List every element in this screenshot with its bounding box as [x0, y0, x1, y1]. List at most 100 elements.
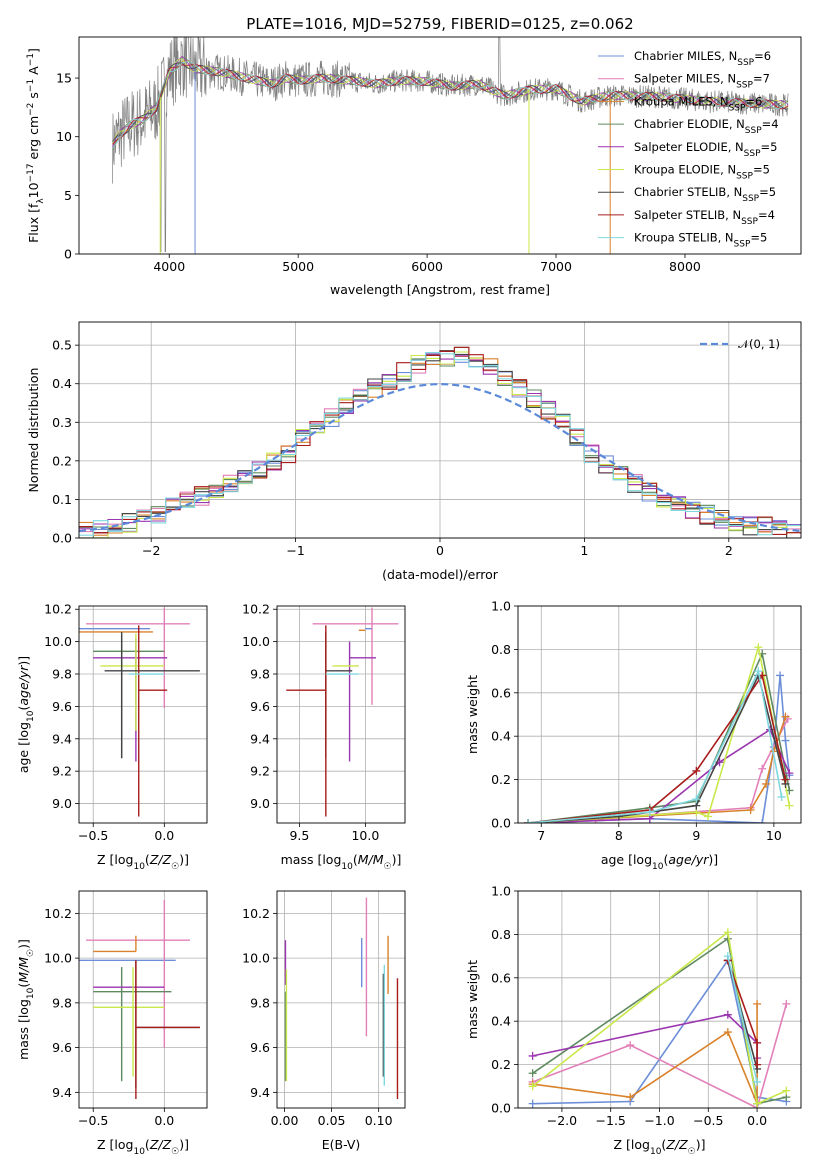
line-kroupa-stelib — [727, 955, 758, 1083]
line-chabrier-miles — [528, 675, 791, 823]
x-tick-label: −0.5 — [78, 828, 108, 843]
axes-mass_weight_vs_age: 7 8 9 10 0.0 0.2 0.4 0.6 0.8 1.0 age [log10(age/yr… — [465, 599, 802, 872]
histogram-kroupa-stelib — [79, 352, 801, 536]
y-tick-label: 1.0 — [491, 884, 511, 899]
y-tick-label: 9.0 — [52, 796, 72, 811]
marker-salpeter-elodie — [723, 1010, 732, 1019]
y-tick-label: 0.2 — [491, 1057, 511, 1072]
axes-age_vs_Z: −0.5 0.0 9.0 9.2 9.4 9.6 9.8 10.0 10.2 Z [log10(Z… — [16, 602, 208, 872]
x-tick-label: −2 — [142, 543, 160, 558]
y-tick-label: 0.5 — [52, 338, 72, 353]
y-tick-label: 0.8 — [491, 642, 511, 657]
axes-frame — [78, 605, 208, 824]
legend-entry-salpeter-stelib: Salpeter STELIB, NSSP=4 — [634, 208, 775, 227]
line-salpeter-stelib — [528, 673, 787, 823]
y-tick-label: 9.6 — [52, 1040, 72, 1055]
marker-kroupa-elodie — [754, 643, 763, 652]
y-tick-label: 10 — [56, 129, 72, 144]
marker-salpeter-miles — [758, 764, 767, 773]
axes-mass_vs_Z: −0.5 0.0 9.4 9.6 9.8 10.0 10.2 Z [log10(Z/Z☉)] m… — [16, 890, 208, 1157]
y-tick-label: 1.0 — [491, 599, 511, 614]
marker-kroupa-elodie — [703, 812, 712, 821]
model-spectrum-chabrier-stelib — [112, 62, 789, 143]
marker-salpeter-elodie — [785, 769, 794, 778]
x-tick-label: −1 — [286, 543, 304, 558]
legend: Chabrier MILES, NSSP=6 Salpeter MILES, NS… — [598, 49, 779, 250]
y-tick-label: 0.2 — [491, 772, 511, 787]
y-tick-label: 9.6 — [250, 1040, 270, 1055]
marker-kroupa-stelib — [723, 952, 732, 961]
x-tick-label: 0.00 — [271, 1113, 299, 1128]
x-tick-label: 10 — [766, 828, 782, 843]
marker-kroupa-miles — [753, 999, 762, 1008]
marker-chabrier-miles — [776, 671, 785, 680]
marker-chabrier-miles — [758, 819, 767, 823]
plot-area — [79, 899, 200, 1100]
marker-salpeter-miles — [626, 1041, 635, 1050]
x-tick-label: −1.0 — [644, 1113, 674, 1128]
plot-area — [528, 928, 791, 1108]
line-kroupa-miles — [532, 1003, 758, 1105]
marker-kroupa-miles — [781, 712, 790, 721]
plot-area — [112, 37, 789, 254]
legend-entry-salpeter-elodie: Salpeter ELODIE, NSSP=5 — [634, 140, 777, 159]
legend-entry-salpeter-miles: Salpeter MILES, NSSP=7 — [634, 72, 770, 91]
y-tick-label: 0.8 — [491, 927, 511, 942]
x-tick-label: 7 — [537, 828, 545, 843]
marker-kroupa-elodie — [528, 1082, 537, 1091]
y-axis-label: Normed distribution — [26, 368, 41, 493]
legend-entry-normal: 𝒩(0, 1) — [738, 337, 780, 351]
x-tick-label: 9 — [692, 828, 700, 843]
y-tick-label: 9.0 — [250, 796, 270, 811]
chart-title: PLATE=1016, MJD=52759, FIBERID=0125, z=0… — [246, 15, 633, 33]
marker-salpeter-miles — [782, 999, 791, 1008]
line-chabrier-elodie — [528, 651, 791, 823]
plot-area — [524, 643, 794, 823]
marker-salpeter-elodie — [528, 1051, 537, 1060]
x-tick-label: −1.5 — [596, 1113, 626, 1128]
x-axis-label: Z [log10(Z/Z☉)] — [97, 852, 189, 872]
marker-kroupa-elodie — [785, 801, 794, 810]
y-tick-label: 9.2 — [250, 764, 270, 779]
x-axis-label: wavelength [Angstrom, rest frame] — [330, 282, 550, 297]
normal-curve-line — [79, 382, 801, 533]
marker-salpeter-stelib — [753, 1038, 762, 1047]
y-axis-label: mass [log10(M/M☉)] — [16, 939, 36, 1060]
y-tick-label: 15 — [56, 71, 72, 86]
y-tick-label: 10.0 — [242, 951, 270, 966]
y-tick-label: 9.4 — [52, 731, 72, 746]
y-tick-label: 9.6 — [250, 699, 270, 714]
line-kroupa-elodie — [528, 646, 791, 823]
plot-area — [284, 897, 399, 1100]
axes-mass_weight_vs_Z: −2.0 −1.5 −1.0 −0.5 0.0 0.0 0.2 0.4 0.6 0.8 1.0 Z [… — [465, 884, 802, 1157]
marker-kroupa-stelib — [777, 792, 786, 801]
model-spectrum-kroupa-stelib — [112, 61, 789, 149]
x-tick-label: 0.0 — [154, 1113, 174, 1128]
y-tick-label: 9.8 — [52, 667, 72, 682]
y-tick-label: 9.4 — [250, 1085, 270, 1100]
y-tick-label: 9.2 — [52, 764, 72, 779]
axes-frame — [276, 890, 406, 1109]
marker-kroupa-stelib — [754, 667, 763, 676]
y-tick-label: 10.0 — [242, 634, 270, 649]
x-axis-label: age [log10(age/yr)] — [601, 852, 718, 872]
plot-area — [286, 607, 399, 817]
marker-salpeter-stelib — [692, 766, 701, 775]
marker-kroupa-stelib — [645, 808, 654, 817]
x-tick-label: 10.0 — [351, 828, 379, 843]
y-tick-label: 9.4 — [250, 731, 270, 746]
x-axis-label: E(B-V) — [322, 1137, 361, 1152]
y-tick-label: 9.4 — [52, 1085, 72, 1100]
model-spectrum-kroupa-miles — [112, 60, 789, 150]
x-tick-label: −2.0 — [547, 1113, 577, 1128]
y-tick-label: 0.0 — [52, 531, 72, 546]
y-tick-label: 9.6 — [52, 699, 72, 714]
plot-area — [79, 346, 801, 538]
x-tick-label: 9.5 — [289, 828, 309, 843]
x-tick-label: 8 — [615, 828, 623, 843]
axes-frame — [517, 890, 802, 1109]
y-tick-label: 10.2 — [242, 906, 270, 921]
x-tick-label: 6000 — [411, 259, 443, 274]
x-tick-label: 0.0 — [747, 1113, 767, 1128]
